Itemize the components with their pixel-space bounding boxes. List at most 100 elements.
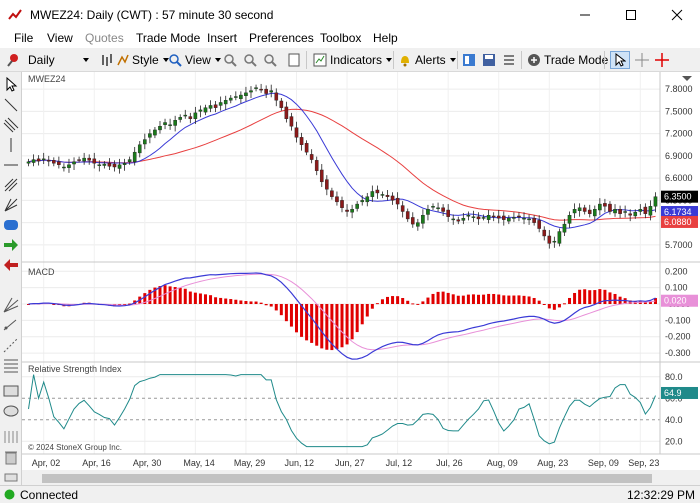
extended-line-icon[interactable] <box>2 336 20 354</box>
candle-body <box>289 116 294 127</box>
candle-body <box>557 231 562 244</box>
cursor-icon <box>615 53 626 67</box>
menu-view[interactable]: View <box>47 31 73 45</box>
save-button[interactable] <box>482 51 496 69</box>
chart-area[interactable]: MWEZ24 7.8000 7.5000 7.2000 6.9000 6.6000 6.3… <box>22 72 700 487</box>
candle-body <box>294 127 299 138</box>
candle-body <box>360 200 365 203</box>
candle-body <box>198 109 203 112</box>
candle-body <box>67 164 71 168</box>
channel-icon[interactable] <box>2 116 20 134</box>
gann-icon[interactable] <box>2 196 20 214</box>
chevron-down-icon <box>449 58 456 62</box>
app-icon <box>8 9 22 20</box>
macd-histogram-bar <box>568 297 572 304</box>
macd-histogram-bar <box>557 304 561 308</box>
menu-file[interactable]: File <box>14 31 34 45</box>
menu-toolbox[interactable]: Toolbox <box>320 31 362 45</box>
macd-histogram-bar <box>219 297 223 304</box>
chart-type-button[interactable] <box>100 51 114 69</box>
ellipse-icon[interactable] <box>2 402 20 420</box>
clock: 12:32:29 PM <box>627 488 696 502</box>
candle-body <box>345 209 349 212</box>
period-select-value: Daily <box>28 53 55 67</box>
macd-histogram-bar <box>532 297 536 304</box>
arrow-right-icon[interactable] <box>2 236 20 254</box>
indicators-button[interactable]: Indicators <box>313 51 393 69</box>
view-button[interactable]: View <box>168 51 222 69</box>
title-bar: MWEZ24: Daily (CWT) : 57 minute 30 secon… <box>0 0 700 30</box>
connection-status: Connected <box>20 488 79 502</box>
menu-help[interactable]: Help <box>373 31 398 45</box>
macd-histogram-bar <box>386 296 390 304</box>
maximize-button[interactable] <box>608 0 654 30</box>
crosshair-button[interactable] <box>654 51 670 69</box>
cycle-lines-icon[interactable] <box>2 428 20 446</box>
horizontal-line-icon[interactable] <box>2 136 20 154</box>
close-button[interactable] <box>654 0 700 30</box>
macd-histogram-bar <box>396 296 400 304</box>
zoom-out-button[interactable] <box>243 51 257 69</box>
pointer-tool-button[interactable] <box>610 51 630 69</box>
candle-body <box>46 160 51 162</box>
macd-histogram-bar <box>613 293 617 304</box>
pitchfork-icon[interactable] <box>2 176 20 194</box>
candle-body <box>385 194 390 197</box>
arrow-left-icon[interactable] <box>2 256 20 274</box>
alerts-button[interactable]: Alerts <box>398 51 457 69</box>
bar-chart-icon <box>102 54 112 66</box>
ray-icon[interactable] <box>2 316 20 334</box>
macd-histogram-bar <box>365 304 369 317</box>
candle-body <box>57 161 61 165</box>
page-button[interactable] <box>288 51 300 69</box>
crosshair-data-button[interactable] <box>634 51 650 69</box>
fib-fan-icon[interactable] <box>2 296 20 314</box>
pin-button[interactable] <box>6 51 20 69</box>
cursor-icon[interactable] <box>2 76 20 94</box>
macd-histogram-bar <box>451 294 455 304</box>
menu-preferences[interactable]: Preferences <box>249 31 314 45</box>
style-button[interactable]: Style <box>116 51 170 69</box>
zoom-reset-button[interactable] <box>263 51 277 69</box>
macd-histogram-bar <box>431 293 435 304</box>
period-select[interactable]: Daily <box>28 51 90 69</box>
macd-histogram-bar <box>310 304 314 343</box>
panel-collapse-icon[interactable] <box>682 76 692 81</box>
candle-body <box>168 124 172 126</box>
menu-trade-mode[interactable]: Trade Mode <box>136 31 201 45</box>
text-note-icon[interactable] <box>2 216 20 234</box>
candle-body <box>62 166 66 169</box>
macd-histogram-bar <box>244 301 248 304</box>
macd-histogram-bar <box>294 304 298 333</box>
scrollbar-thumb[interactable] <box>42 474 652 483</box>
ma-slow-tag: 6.0880 <box>664 217 692 227</box>
macd-histogram-bar <box>224 298 228 304</box>
price-tick-label: 7.8000 <box>665 84 693 94</box>
toolbar-separator <box>457 51 458 69</box>
candle-body <box>239 94 243 99</box>
list-button[interactable] <box>502 51 516 69</box>
last-price-tag: 6.3500 <box>664 192 692 202</box>
menu-insert[interactable]: Insert <box>207 31 238 45</box>
candle-body <box>355 203 359 209</box>
chart-canvas[interactable]: MWEZ24 7.8000 7.5000 7.2000 6.9000 6.6000 6.3… <box>22 72 700 487</box>
fib-retracement-icon[interactable] <box>2 356 20 374</box>
rectangle-icon[interactable] <box>2 382 20 400</box>
macd-label: MACD <box>28 267 55 277</box>
menu-quotes[interactable]: Quotes <box>85 31 124 45</box>
trend-line-icon[interactable] <box>2 96 20 114</box>
minimize-button[interactable] <box>562 0 608 30</box>
layout-button[interactable] <box>462 51 476 69</box>
eraser-icon[interactable] <box>2 468 20 486</box>
horizontal-scrollbar[interactable] <box>22 470 700 487</box>
delete-drawings-icon[interactable] <box>2 448 20 466</box>
candle-body <box>350 209 354 213</box>
period-dropdown-button[interactable] <box>82 51 90 69</box>
macd-histogram-bar <box>350 304 354 340</box>
price-tick-label: 7.5000 <box>665 106 693 116</box>
candle-body <box>249 90 253 93</box>
zoom-in-button[interactable] <box>223 51 237 69</box>
hline-icon[interactable] <box>2 156 20 174</box>
candle-body <box>299 137 304 145</box>
trade-mode-button[interactable]: Trade Mode <box>527 51 608 69</box>
